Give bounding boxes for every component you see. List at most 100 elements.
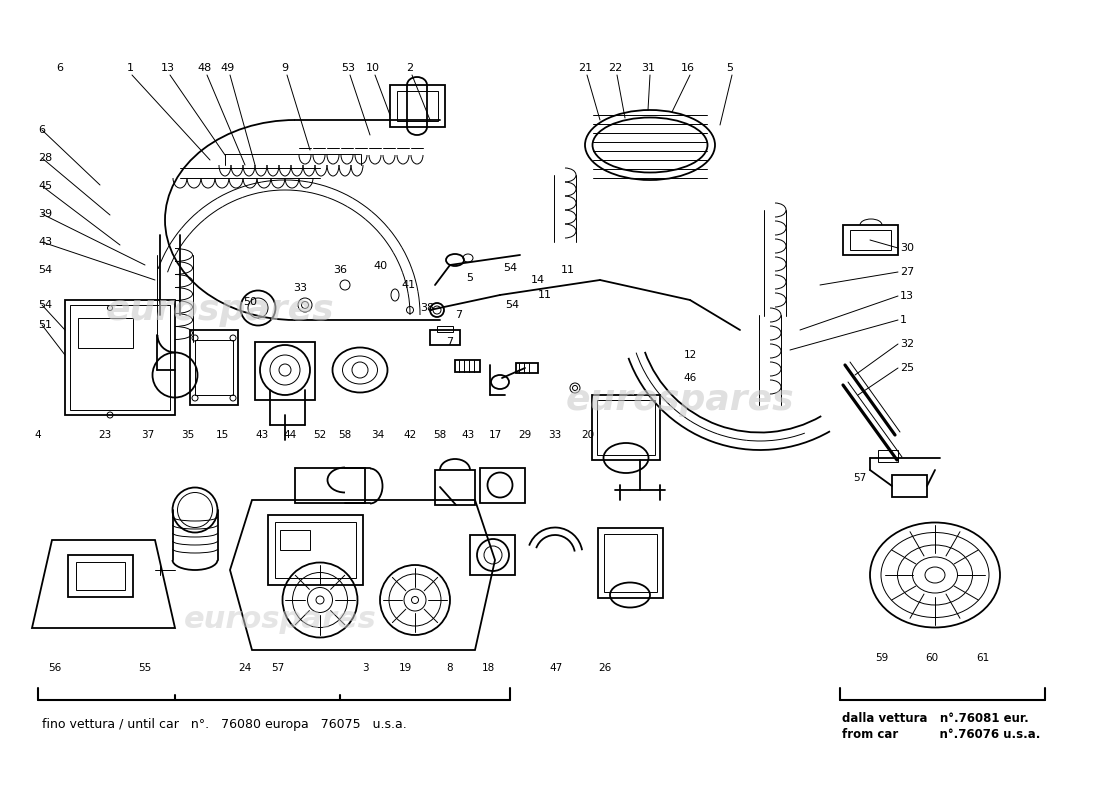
Text: 43: 43: [39, 237, 52, 247]
Text: 17: 17: [488, 430, 502, 440]
Text: fino vettura / until car   n°.   76080 europa   76075   u.s.a.: fino vettura / until car n°. 76080 europ…: [42, 718, 407, 731]
Bar: [516, 363, 538, 373]
Bar: [76, 562, 125, 590]
Bar: [437, 326, 453, 332]
Text: 15: 15: [216, 430, 229, 440]
Text: 50: 50: [243, 297, 257, 307]
Text: 53: 53: [341, 63, 355, 73]
Text: 55: 55: [139, 663, 152, 673]
Text: eurospares: eurospares: [565, 383, 794, 417]
Bar: [843, 225, 898, 255]
Text: 22: 22: [608, 63, 623, 73]
Text: 23: 23: [98, 430, 111, 440]
Text: 29: 29: [518, 430, 531, 440]
Text: 11: 11: [538, 290, 552, 300]
Bar: [65, 300, 175, 415]
Bar: [397, 91, 438, 121]
Bar: [892, 475, 927, 497]
Text: 40: 40: [373, 261, 387, 271]
Text: 48: 48: [198, 63, 212, 73]
Text: 35: 35: [182, 430, 195, 440]
Text: 19: 19: [398, 663, 411, 673]
Text: 36: 36: [333, 265, 346, 275]
Text: 7: 7: [455, 310, 462, 320]
Text: 58: 58: [339, 430, 352, 440]
Text: 25: 25: [900, 363, 914, 373]
Text: 5: 5: [726, 63, 734, 73]
Text: 49: 49: [221, 63, 235, 73]
Text: 43: 43: [255, 430, 268, 440]
Bar: [592, 395, 660, 460]
Text: 9: 9: [282, 63, 288, 73]
Bar: [255, 342, 315, 400]
Text: 31: 31: [641, 63, 654, 73]
Bar: [68, 555, 133, 597]
Text: 10: 10: [366, 63, 379, 73]
Text: 60: 60: [925, 653, 938, 663]
Text: 56: 56: [48, 663, 62, 673]
Text: from car          n°.76076 u.s.a.: from car n°.76076 u.s.a.: [842, 728, 1041, 741]
Text: 41: 41: [400, 280, 415, 290]
Text: 13: 13: [900, 291, 914, 301]
Text: 54: 54: [39, 265, 52, 275]
Bar: [295, 468, 365, 503]
Text: 18: 18: [482, 663, 495, 673]
Bar: [455, 360, 480, 372]
Text: 45: 45: [39, 181, 52, 191]
Bar: [268, 515, 363, 585]
Bar: [280, 530, 310, 550]
Text: 28: 28: [39, 153, 53, 163]
Bar: [190, 330, 238, 405]
Text: 33: 33: [549, 430, 562, 440]
Text: 57: 57: [272, 663, 285, 673]
Bar: [390, 85, 446, 127]
Text: 51: 51: [39, 320, 52, 330]
Text: 3: 3: [362, 663, 369, 673]
Text: 6: 6: [56, 63, 64, 73]
Text: 34: 34: [372, 430, 385, 440]
Text: 6: 6: [39, 125, 45, 135]
Text: 2: 2: [406, 63, 414, 73]
Bar: [597, 400, 654, 455]
Text: 38: 38: [420, 303, 434, 313]
Text: 5: 5: [466, 273, 473, 283]
Bar: [195, 340, 233, 395]
Text: 37: 37: [142, 430, 155, 440]
Text: 26: 26: [598, 663, 612, 673]
Text: 11: 11: [561, 265, 575, 275]
Text: 1: 1: [126, 63, 133, 73]
Text: dalla vettura   n°.76081 eur.: dalla vettura n°.76081 eur.: [842, 712, 1028, 725]
Bar: [598, 528, 663, 598]
Text: 44: 44: [284, 430, 297, 440]
Text: 8: 8: [447, 663, 453, 673]
Bar: [434, 470, 475, 505]
Text: 32: 32: [900, 339, 914, 349]
Text: 52: 52: [314, 430, 327, 440]
Text: 27: 27: [900, 267, 914, 277]
Text: eurospares: eurospares: [106, 293, 334, 327]
Bar: [430, 330, 460, 345]
Bar: [850, 230, 891, 250]
Text: 54: 54: [505, 300, 519, 310]
Text: 24: 24: [239, 663, 252, 673]
Text: 1: 1: [900, 315, 908, 325]
Text: 42: 42: [404, 430, 417, 440]
Bar: [604, 534, 657, 592]
Text: 54: 54: [39, 300, 52, 310]
Bar: [78, 318, 133, 348]
Text: 33: 33: [293, 283, 307, 293]
Text: 47: 47: [549, 663, 562, 673]
Text: 61: 61: [977, 653, 990, 663]
Text: 59: 59: [876, 653, 889, 663]
Text: 57: 57: [854, 473, 867, 483]
Text: 43: 43: [461, 430, 474, 440]
Text: 21: 21: [578, 63, 592, 73]
Bar: [878, 450, 898, 462]
Text: 46: 46: [683, 373, 696, 383]
Bar: [480, 468, 525, 503]
Bar: [470, 535, 515, 575]
Bar: [70, 305, 170, 410]
Text: 16: 16: [681, 63, 695, 73]
Text: eurospares: eurospares: [184, 606, 376, 634]
Text: 20: 20: [582, 430, 595, 440]
